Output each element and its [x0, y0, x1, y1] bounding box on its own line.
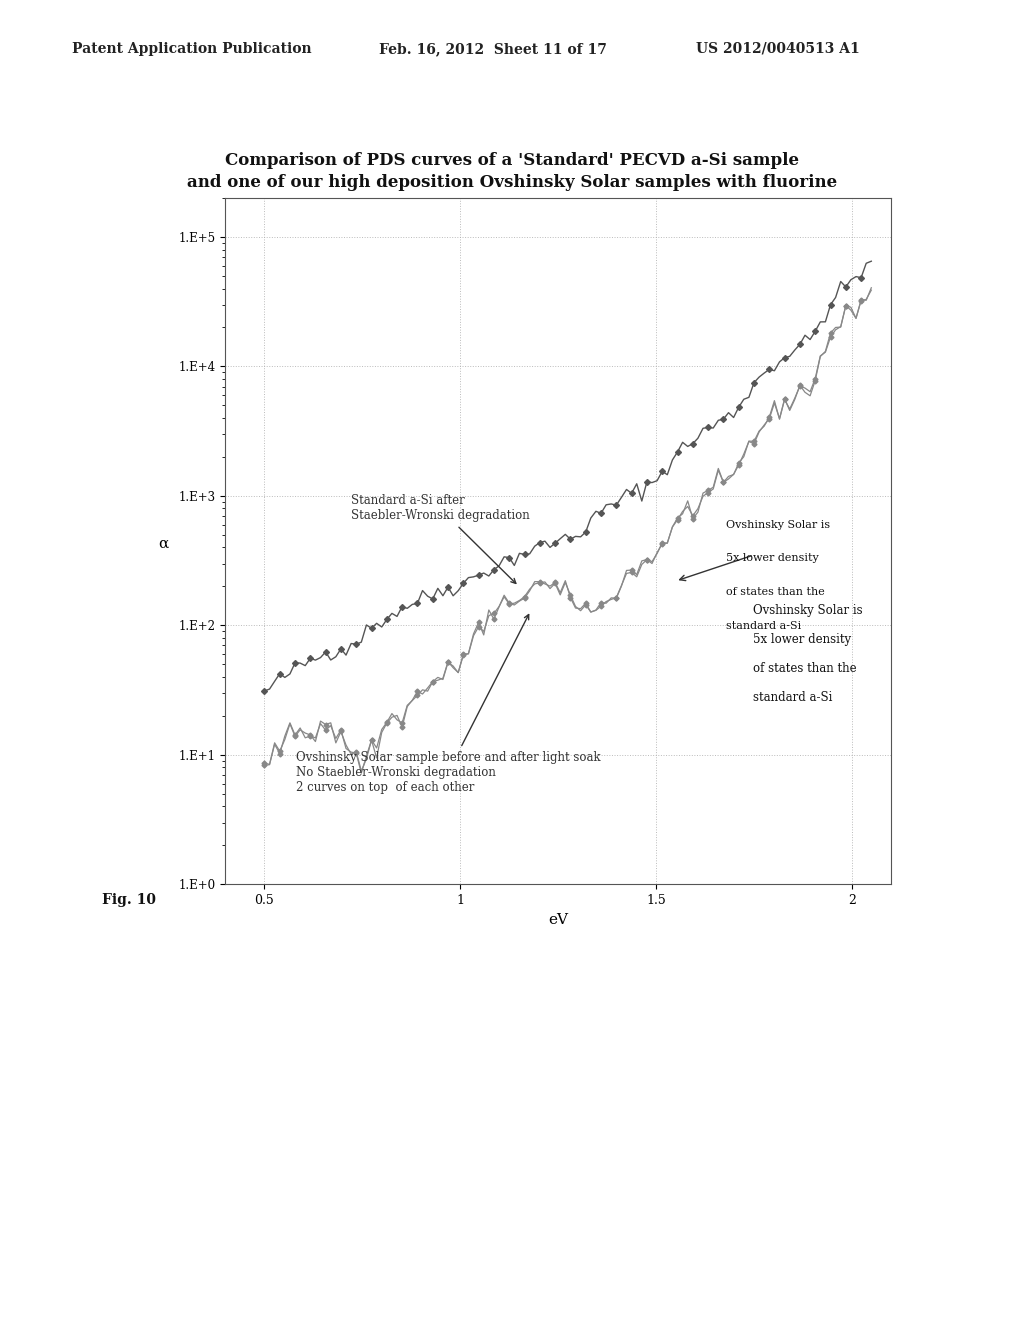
Text: Feb. 16, 2012  Sheet 11 of 17: Feb. 16, 2012 Sheet 11 of 17	[379, 42, 607, 55]
Text: 5x lower density: 5x lower density	[726, 553, 819, 564]
Text: standard a-Si: standard a-Si	[753, 690, 833, 704]
Text: US 2012/0040513 A1: US 2012/0040513 A1	[696, 42, 860, 55]
Text: standard a-Si: standard a-Si	[726, 620, 802, 631]
Text: Patent Application Publication: Patent Application Publication	[72, 42, 311, 55]
Text: Fig. 10: Fig. 10	[102, 894, 157, 907]
Text: and one of our high deposition Ovshinsky Solar samples with fluorine: and one of our high deposition Ovshinsky…	[187, 174, 837, 191]
Text: Standard a-Si after
Staebler-Wronski degradation: Standard a-Si after Staebler-Wronski deg…	[350, 495, 529, 583]
Text: Ovshinsky Solar sample before and after light soak
No Staebler-Wronski degradati: Ovshinsky Solar sample before and after …	[296, 615, 600, 793]
X-axis label: eV: eV	[548, 912, 568, 927]
Text: of states than the: of states than the	[726, 587, 825, 597]
Text: Ovshinsky Solar is: Ovshinsky Solar is	[726, 520, 830, 529]
Text: 5x lower density: 5x lower density	[753, 632, 851, 645]
Text: Comparison of PDS curves of a 'Standard' PECVD a-Si sample: Comparison of PDS curves of a 'Standard'…	[225, 152, 799, 169]
Text: of states than the: of states than the	[753, 661, 856, 675]
Text: Ovshinsky Solar is: Ovshinsky Solar is	[753, 603, 862, 616]
Text: α: α	[159, 537, 169, 550]
